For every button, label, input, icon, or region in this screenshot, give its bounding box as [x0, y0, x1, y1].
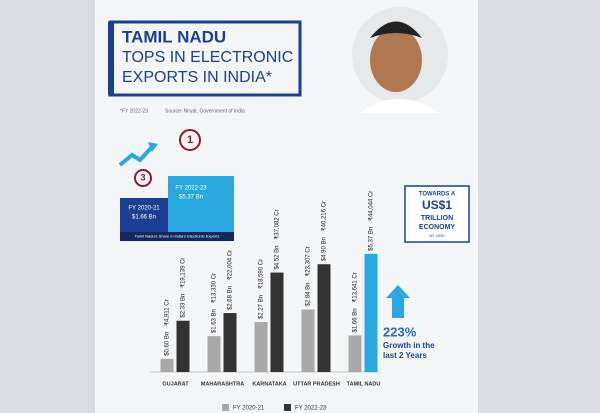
growth-arrow: [386, 285, 410, 318]
inr-value-label: ₹44,044 Cr: [368, 191, 375, 221]
bar: [207, 336, 221, 372]
bar: [301, 309, 315, 372]
bar: [270, 272, 284, 372]
value-label: $2.27 Bn: [259, 295, 265, 319]
value-label: $5.37 Bn: [369, 227, 375, 251]
x-tick-label: TAMIL NADU: [347, 381, 381, 387]
bar: [223, 313, 237, 372]
trend-arrow-head: [148, 142, 158, 152]
inset-bar: [120, 198, 168, 232]
rank-badge: [179, 129, 201, 151]
bar: [364, 253, 378, 372]
inr-value-label: ₹22,004 Cr: [227, 250, 234, 280]
value-label: $4.52 Bn: [275, 246, 281, 270]
inr-value-label: ₹40,216 Cr: [321, 201, 328, 231]
portrait-shirt: [360, 99, 440, 113]
inset-bar: [168, 176, 234, 232]
bar: [348, 335, 362, 372]
inr-value-label: ₹37,082 Cr: [274, 209, 281, 239]
inr-value-label: ₹23,307 Cr: [305, 246, 312, 276]
title-accent: [108, 22, 114, 95]
portrait-face: [370, 28, 422, 92]
value-label: $2.84 Bn: [306, 282, 312, 306]
inr-value-label: ₹19,139 Cr: [180, 258, 187, 288]
portrait-hair: [370, 21, 422, 38]
inr-value-label: ₹4,911 Cr: [164, 299, 171, 325]
x-tick-label: UTTAR PRADESH: [293, 381, 340, 387]
x-tick-label: MAHARASHTRA: [201, 381, 244, 387]
source: Source: Niryat, Government of India: [165, 108, 245, 114]
rank: 3: [140, 172, 145, 182]
inset-caption: Tamil Nadu's Share in India's Electronic…: [135, 234, 220, 239]
bar: [160, 358, 174, 372]
economy-text: US$1: [422, 198, 452, 212]
bar: [317, 264, 331, 372]
inr-value-label: ₹13,330 Cr: [211, 273, 218, 303]
rank: 1: [187, 134, 193, 146]
inset-amount: $1.66 Bn: [132, 215, 156, 221]
economy-text: BY 2030: [429, 233, 445, 238]
value-label: $4.90 Bn: [322, 237, 328, 261]
value-label: $0.60 Bn: [165, 332, 171, 356]
legend-swatch: [284, 404, 291, 411]
inset-period: FY 2022-23: [175, 186, 207, 192]
value-label: $2.68 Bn: [228, 286, 234, 310]
growth-text: Growth in the: [383, 341, 435, 350]
x-tick-label: GUJARAT: [162, 381, 189, 387]
inset-period: FY 2020-21: [128, 206, 160, 212]
inset-amount: $5.37 Bn: [179, 195, 203, 201]
title: TAMIL NADU: [122, 27, 226, 46]
inr-value-label: ₹18,590 Cr: [258, 259, 265, 289]
value-label: $2.33 Bn: [181, 294, 187, 318]
value-label: $1.66 Bn: [353, 308, 359, 332]
economy-box: [404, 185, 470, 243]
subtitle-line: EXPORTS IN INDIA*: [122, 69, 272, 86]
legend-label: FY 2022-23: [295, 406, 327, 412]
footnote: *FY 2022-23: [120, 108, 148, 114]
inr-value-label: ₹13,641 Cr: [352, 272, 359, 302]
growth-text: last 2 Years: [383, 351, 427, 360]
bar: [176, 320, 190, 372]
legend-label: FY 2020-21: [233, 406, 265, 412]
bar: [254, 322, 268, 372]
economy-text: ECONOMY: [419, 224, 456, 231]
x-tick-label: KARNATAKA: [252, 381, 286, 387]
value-label: $1.63 Bn: [212, 309, 218, 333]
rank-badge: [134, 169, 152, 187]
trend-arrow: [118, 145, 154, 167]
economy-text: TOWARDS A: [419, 192, 456, 198]
subtitle-line: TOPS IN ELECTRONIC: [122, 49, 293, 66]
legend-swatch: [222, 404, 229, 411]
inset-caption-bg: [120, 232, 234, 241]
growth-text: 223%: [383, 324, 417, 339]
economy-text: TRILLION: [421, 215, 453, 222]
